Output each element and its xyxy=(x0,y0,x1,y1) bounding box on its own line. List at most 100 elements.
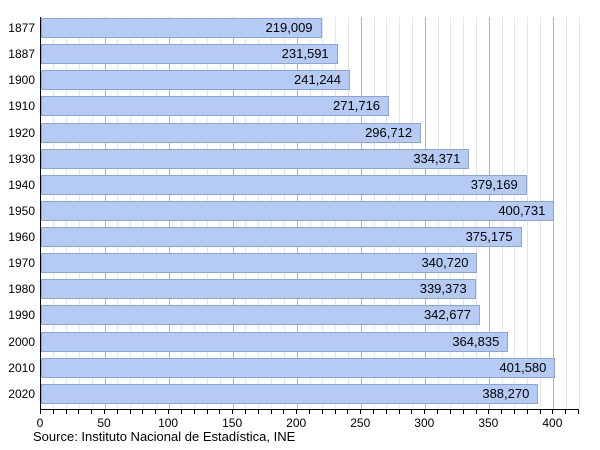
year-label: 1887 xyxy=(8,47,35,62)
value-label: 296,712 xyxy=(365,124,413,140)
axis-tick xyxy=(283,410,285,414)
value-label: 219,009 xyxy=(265,20,313,35)
value-label: 342,677 xyxy=(423,307,471,323)
bar: 339,373 xyxy=(41,279,476,300)
axis-tick xyxy=(168,410,170,414)
axis-tick-label: 150 xyxy=(222,416,243,430)
bar: 388,270 xyxy=(41,383,539,404)
axis-tick xyxy=(129,410,131,414)
year-label: 1980 xyxy=(8,282,35,297)
value-label: 334,371 xyxy=(413,150,461,166)
year-label: 1930 xyxy=(8,151,35,166)
bar: 334,371 xyxy=(41,148,470,169)
bar: 342,677 xyxy=(41,305,480,326)
axis-tick xyxy=(462,410,464,414)
axis-tick-label: 350 xyxy=(478,416,499,430)
value-label: 231,591 xyxy=(281,46,329,62)
axis-tick xyxy=(501,410,503,414)
axis-tick xyxy=(91,410,93,414)
axis-tick xyxy=(296,410,298,414)
axis-tick xyxy=(65,410,67,414)
bar: 296,712 xyxy=(41,122,422,143)
value-label: 400,731 xyxy=(498,202,546,218)
year-label: 2000 xyxy=(8,334,35,349)
year-label: 1960 xyxy=(8,230,35,245)
axis-tick xyxy=(398,410,400,414)
axis-tick xyxy=(270,410,272,414)
axis-tick xyxy=(193,410,195,414)
axis-tick xyxy=(155,410,157,414)
year-label: 1940 xyxy=(8,177,35,192)
axis-tick xyxy=(257,410,259,414)
axis-tick xyxy=(244,410,246,414)
axis-tick xyxy=(411,410,413,414)
axis-tick xyxy=(475,410,477,414)
year-label: 1990 xyxy=(8,308,35,323)
year-label: 1970 xyxy=(8,256,35,271)
value-label: 339,373 xyxy=(419,281,467,297)
axis-tick xyxy=(40,410,41,414)
axis-tick-label: 300 xyxy=(414,416,435,430)
plot-area: 219,009 231,591 241,244 271,716 296,712 334,3… xyxy=(40,17,580,410)
axis-tick xyxy=(206,410,208,414)
bar: 400,731 xyxy=(41,200,555,221)
bar: 219,009 xyxy=(41,18,322,38)
axis-tick xyxy=(385,410,387,414)
bar: 375,175 xyxy=(41,227,522,248)
axis-tick xyxy=(104,410,106,414)
value-label: 401,580 xyxy=(499,359,547,375)
axis-tick-label: 100 xyxy=(158,416,179,430)
axis-tick xyxy=(552,410,554,414)
axis-tick xyxy=(116,410,118,414)
bar: 231,591 xyxy=(41,44,338,65)
axis-tick xyxy=(321,410,323,414)
value-label: 241,244 xyxy=(294,72,342,88)
axis-tick-label: 0 xyxy=(36,416,44,430)
value-label: 340,720 xyxy=(421,255,469,271)
gridline-minor xyxy=(565,17,567,409)
source-caption: Source: Instituto Nacional de Estadístic… xyxy=(33,429,296,444)
axis-tick xyxy=(513,410,515,414)
year-label: 2020 xyxy=(8,386,35,401)
axis-tick xyxy=(424,410,426,414)
axis-tick-label: 400 xyxy=(542,416,563,430)
axis-tick xyxy=(578,410,579,414)
axis-tick xyxy=(309,410,310,414)
axis-tick-label: 50 xyxy=(97,416,111,430)
axis-tick xyxy=(52,410,54,414)
year-label: 1950 xyxy=(8,203,35,218)
value-label: 379,169 xyxy=(470,176,518,192)
value-label: 364,835 xyxy=(452,333,500,349)
axis-tick xyxy=(565,410,567,414)
axis-tick-label: 200 xyxy=(286,416,307,430)
axis-tick xyxy=(142,410,144,414)
axis-tick xyxy=(78,410,80,414)
axis-tick xyxy=(526,410,528,414)
bar: 379,169 xyxy=(41,174,527,195)
bar: 401,580 xyxy=(41,357,556,378)
bar: 241,244 xyxy=(41,70,351,91)
axis-tick xyxy=(180,410,182,414)
year-label: 1920 xyxy=(8,125,35,140)
axis-tick xyxy=(449,410,451,414)
value-label: 388,270 xyxy=(482,385,530,401)
gridline-minor xyxy=(578,17,580,409)
bar: 271,716 xyxy=(41,96,390,117)
year-label: 1877 xyxy=(8,21,35,35)
axis-tick xyxy=(373,410,375,414)
axis-tick xyxy=(347,410,349,414)
axis-tick xyxy=(334,410,336,414)
axis-tick xyxy=(488,410,490,414)
axis-tick-label: 250 xyxy=(350,416,371,430)
axis-tick xyxy=(539,410,541,414)
axis-tick xyxy=(360,410,362,414)
value-label: 271,716 xyxy=(333,98,381,114)
axis-tick xyxy=(437,410,439,414)
bar: 340,720 xyxy=(41,253,478,274)
bar: 364,835 xyxy=(41,331,509,352)
axis-tick xyxy=(232,410,234,414)
year-label: 1910 xyxy=(8,99,35,114)
year-label: 2010 xyxy=(8,360,35,375)
value-label: 375,175 xyxy=(465,229,513,245)
